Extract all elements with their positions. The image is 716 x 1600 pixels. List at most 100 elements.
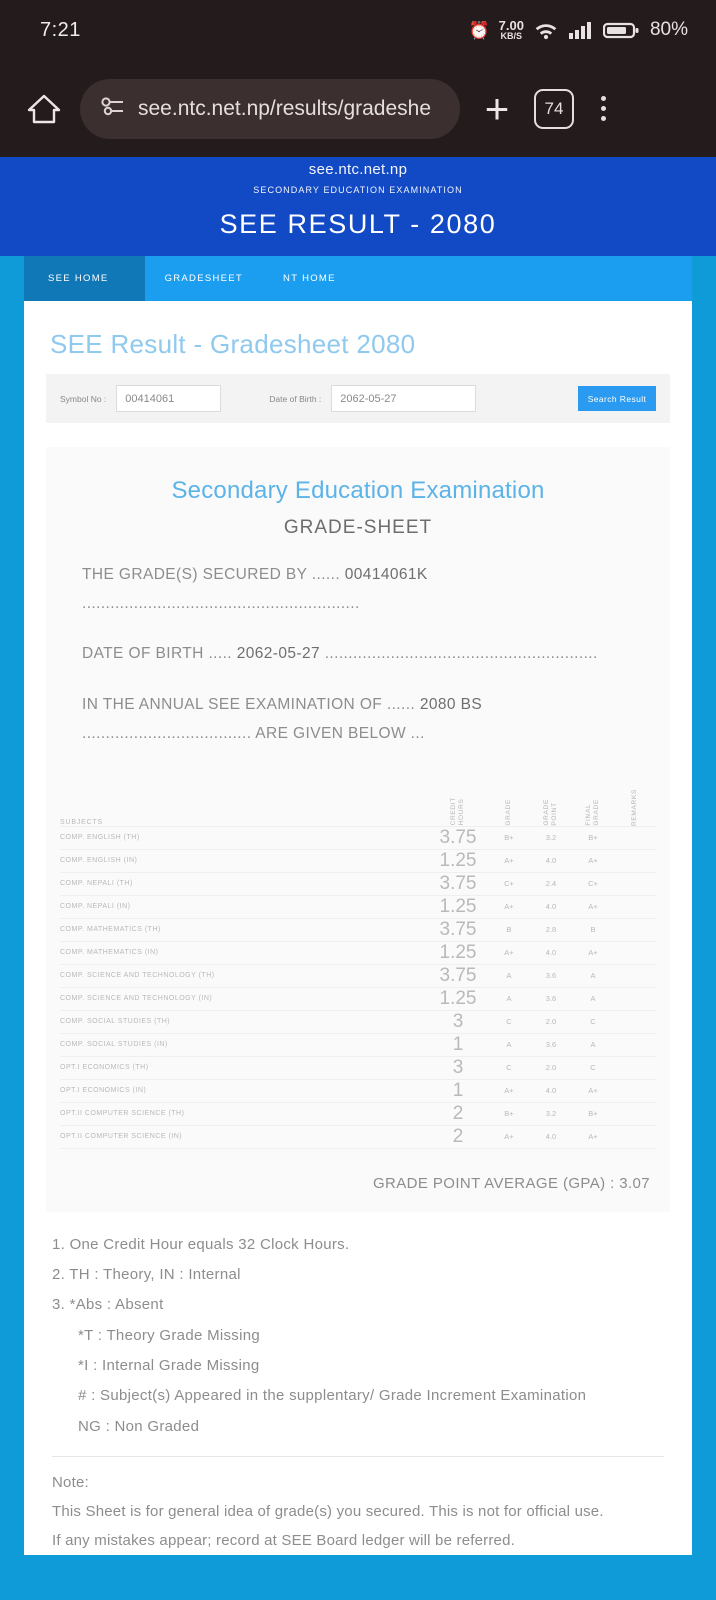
footer-note-line-2: If any mistakes appear; record at SEE Bo…: [52, 1531, 515, 1549]
row-final-grade: A: [572, 987, 614, 1011]
site-header: see.ntc.net.np SECONDARY EDUCATION EXAMI…: [0, 157, 716, 256]
row-final-grade: C: [572, 1010, 614, 1034]
gpa-label: GRADE POINT AVERAGE (GPA) : 3.07: [372, 1174, 650, 1192]
table-row: COMP. ENGLISH (IN) 1.25 A+ 4.0 A+: [60, 849, 656, 873]
page-content: SEE Result - Gradesheet 2080 Symbol No :…: [24, 301, 692, 1556]
row-remarks: [614, 826, 656, 850]
row-remarks: [614, 895, 656, 919]
row-grade-point: 3.2: [530, 826, 572, 850]
network-speed-unit: KB/S: [500, 31, 523, 41]
table-row: COMP. SOCIAL STUDIES (IN) 1 A 3.6 A: [60, 1033, 656, 1057]
notes-divider: [52, 1455, 664, 1457]
row-subject: COMP. SOCIAL STUDIES (TH): [60, 1010, 428, 1034]
th-grade: GRADE: [488, 774, 530, 827]
row-grade: A: [488, 964, 530, 988]
row-credit-hours: 1.25: [428, 849, 488, 873]
address-bar-url[interactable]: see.ntc.net.np/results/gradeshe: [138, 96, 432, 120]
table-row: COMP. SCIENCE AND TECHNOLOGY (IN) 1.25 A 3.…: [60, 987, 656, 1011]
table-header-row: SUBJECTS CREDIT HOURS GRADE GRADE POINT …: [60, 774, 656, 827]
main-nav: SEE HOME GRADESHEET NT HOME: [24, 256, 692, 301]
row-grade: A+: [488, 1079, 530, 1103]
battery-icon: [602, 21, 639, 40]
th-subjects: SUBJECTS: [60, 774, 428, 827]
tab-count-button[interactable]: 74: [534, 88, 574, 129]
table-row: OPT.I ECONOMICS (TH) 3 C 2.0 C: [60, 1056, 656, 1080]
note-item-2: 2. TH : Theory, IN : Internal: [52, 1266, 241, 1284]
plus-icon[interactable]: +: [484, 84, 510, 132]
row-subject: OPT.II COMPUTER SCIENCE (TH): [60, 1102, 428, 1126]
row-grade-point: 3.2: [530, 1102, 572, 1126]
row-final-grade: B: [572, 918, 614, 942]
row-remarks: [614, 987, 656, 1011]
wifi-icon: [533, 20, 559, 40]
row-subject: COMP. NEPALI (IN): [60, 895, 428, 919]
row-remarks: [614, 1102, 656, 1126]
table-row: OPT.II COMPUTER SCIENCE (TH) 2 B+ 3.2 B+: [60, 1102, 656, 1126]
th-grade-point: GRADE POINT: [530, 774, 572, 827]
note-item-3c: # : Subject(s) Appeared in the supplenta…: [78, 1387, 587, 1405]
dob-input[interactable]: 2062-05-27: [331, 385, 477, 412]
row-final-grade: A: [572, 964, 614, 988]
row-final-grade: A+: [572, 849, 614, 873]
row-credit-hours: 3: [428, 1010, 488, 1034]
statement-annual-examination: IN THE ANNUAL SEE EXAMINATION OF ...... …: [60, 691, 656, 748]
row-final-grade: A+: [572, 895, 614, 919]
status-clock: 7:21: [40, 18, 81, 41]
site-title: SEE RESULT - 2080: [219, 209, 497, 239]
statement-3-post: .................................... ARE…: [82, 724, 425, 742]
symbol-no-input[interactable]: 00414061: [116, 385, 222, 412]
nav-item-nt-home[interactable]: NT HOME: [283, 273, 336, 284]
row-remarks: [614, 1033, 656, 1057]
battery-percent: 80%: [649, 19, 688, 40]
table-row: COMP. MATHEMATICS (TH) 3.75 B 2.8 B: [60, 918, 656, 942]
row-grade-point: 2.8: [530, 918, 572, 942]
row-credit-hours: 2: [428, 1125, 488, 1149]
search-result-button[interactable]: Search Result: [578, 386, 656, 411]
alarm-icon: ⏰: [468, 20, 490, 40]
row-final-grade: C+: [572, 872, 614, 896]
nav-item-gradesheet[interactable]: GRADESHEET: [164, 273, 244, 284]
address-bar[interactable]: see.ntc.net.np/results/gradeshe: [80, 78, 460, 139]
row-grade-point: 4.0: [530, 895, 572, 919]
row-final-grade: A+: [572, 1125, 614, 1149]
note-item-1: 1. One Credit Hour equals 32 Clock Hours…: [52, 1235, 350, 1253]
row-subject: COMP. SOCIAL STUDIES (IN): [60, 1033, 428, 1057]
row-grade-point: 4.0: [530, 1125, 572, 1149]
row-remarks: [614, 1056, 656, 1080]
overflow-menu-icon[interactable]: [588, 96, 618, 121]
row-subject: COMP. ENGLISH (IN): [60, 849, 428, 873]
statement-2-value: 2062-05-27: [236, 645, 320, 663]
row-remarks: [614, 872, 656, 896]
th-credit-hours: CREDIT HOURS: [428, 774, 488, 827]
th-grade-point-text: GRADE POINT: [542, 799, 558, 826]
nav-item-see-home[interactable]: SEE HOME: [24, 256, 145, 301]
row-grade-point: 3.6: [530, 964, 572, 988]
row-final-grade: A+: [572, 941, 614, 965]
row-grade: B+: [488, 1102, 530, 1126]
statement-1-value: 00414061K: [344, 566, 428, 583]
table-row: COMP. SCIENCE AND TECHNOLOGY (TH) 3.75 A 3.…: [60, 964, 656, 988]
site-settings-icon[interactable]: [100, 96, 126, 121]
statement-date-of-birth: DATE OF BIRTH ..... 2062-05-27 .........…: [60, 640, 656, 669]
note-item-3b: *I : Internal Grade Missing: [78, 1357, 260, 1375]
row-final-grade: C: [572, 1056, 614, 1080]
web-page: see.ntc.net.np SECONDARY EDUCATION EXAMI…: [0, 157, 716, 1600]
table-row: COMP. NEPALI (IN) 1.25 A+ 4.0 A+: [60, 895, 656, 919]
table-row: COMP. ENGLISH (TH) 3.75 B+ 3.2 B+: [60, 826, 656, 850]
home-icon[interactable]: [22, 91, 66, 127]
row-grade-point: 4.0: [530, 849, 572, 873]
th-final-grade-text: FINAL GRADE: [584, 799, 600, 826]
row-remarks: [614, 1125, 656, 1149]
row-final-grade: B+: [572, 826, 614, 850]
row-credit-hours: 1: [428, 1079, 488, 1103]
browser-toolbar: see.ntc.net.np/results/gradeshe + 74: [0, 60, 716, 157]
th-final-grade: FINAL GRADE: [572, 774, 614, 827]
grades-table-body: COMP. ENGLISH (TH) 3.75 B+ 3.2 B+ COMP. ENGLI…: [60, 826, 656, 1149]
row-grade: C: [488, 1010, 530, 1034]
row-grade: B: [488, 918, 530, 942]
row-subject: COMP. SCIENCE AND TECHNOLOGY (TH): [60, 964, 428, 988]
row-grade: A+: [488, 849, 530, 873]
th-remarks-text: REMARKS: [630, 788, 638, 826]
row-grade-point: 3.6: [530, 1033, 572, 1057]
row-grade: C: [488, 1056, 530, 1080]
